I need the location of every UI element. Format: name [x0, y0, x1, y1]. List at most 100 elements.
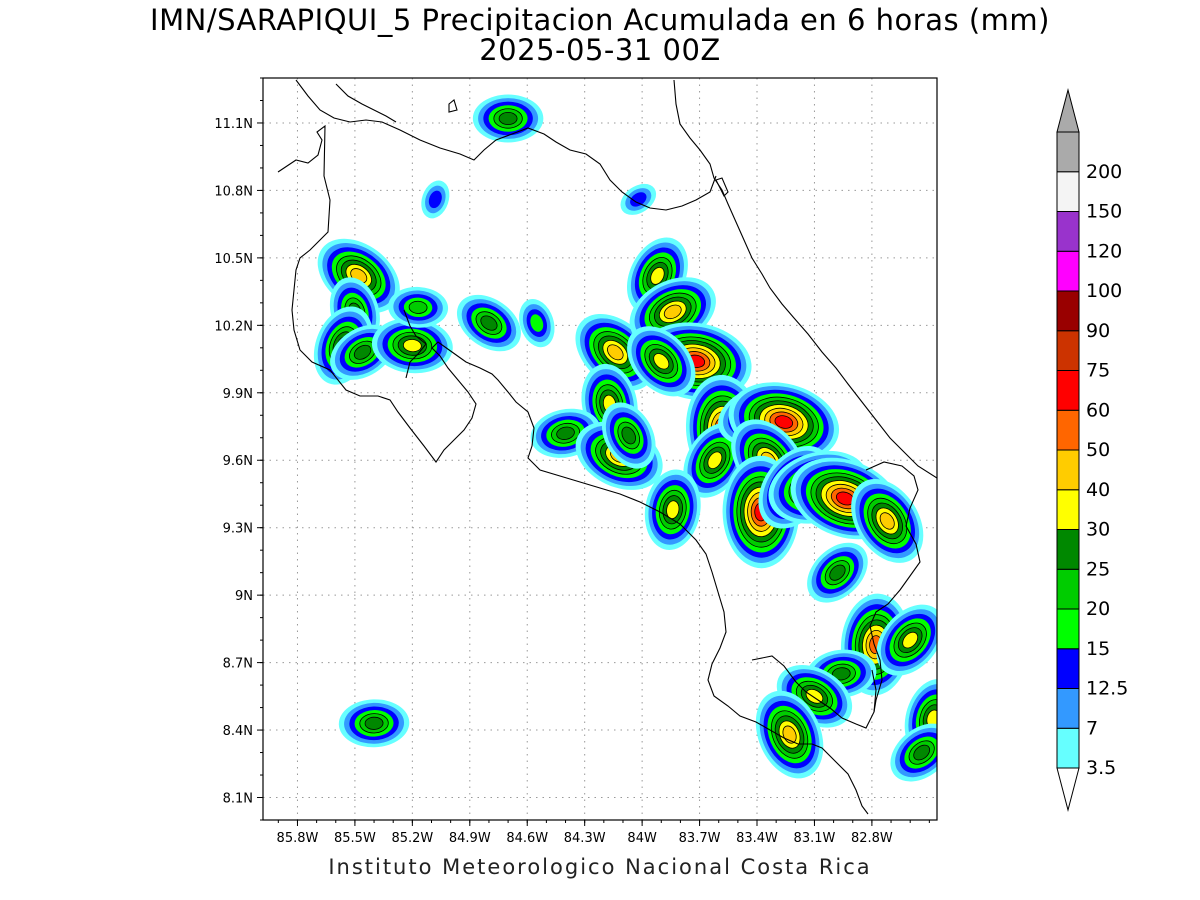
- colorbar-label: 150: [1086, 201, 1122, 223]
- y-tick-label: 9.6N: [223, 454, 253, 469]
- colorbar-swatch: [1056, 370, 1080, 411]
- caribbean-coastline: [673, 79, 937, 479]
- colorbar-swatch: [1056, 250, 1080, 292]
- colorbar-label: 7: [1086, 717, 1098, 739]
- precip-cell: [807, 542, 868, 603]
- colorbar-swatch: [1056, 449, 1080, 491]
- map-title: IMN/SARAPIQUI_5 Precipitacion Acumulada …: [150, 3, 1050, 37]
- colorbar-label: 30: [1086, 519, 1110, 541]
- panama-border: [865, 461, 921, 713]
- colorbar-swatch: [1056, 568, 1080, 610]
- colorbar-label: 120: [1086, 240, 1122, 262]
- precip-cell: [627, 326, 696, 397]
- coastline-borders: [277, 79, 937, 815]
- colorbar-label: 25: [1086, 558, 1110, 580]
- colorbar-label: 100: [1086, 280, 1122, 302]
- colorbar-label: 90: [1086, 320, 1110, 342]
- x-tick-label: 85.5W: [334, 831, 376, 846]
- precip-contour: [480, 315, 498, 331]
- map-frame: [262, 77, 938, 821]
- y-tick-label: 9.9N: [223, 387, 253, 402]
- colorbar-label: 3.5: [1086, 757, 1116, 779]
- colorbar-label: 50: [1086, 439, 1110, 461]
- colorbar-label: 75: [1086, 360, 1110, 382]
- colorbar-swatch: [1056, 608, 1080, 650]
- precip-cell: [601, 402, 656, 469]
- y-tick-label: 10.2N: [214, 319, 253, 334]
- precip-cell: [421, 180, 450, 219]
- precip-contour: [879, 512, 895, 530]
- precip-contour: [556, 426, 575, 440]
- precip-contour: [902, 631, 919, 649]
- x-tick-label: 84W: [627, 831, 657, 846]
- x-tick-label: 82.8W: [851, 831, 893, 846]
- precip-contour: [653, 353, 670, 370]
- precip-cell: [851, 479, 924, 563]
- precip-contour: [530, 314, 544, 332]
- precip-contour: [630, 192, 647, 207]
- x-tick-label: 83.7W: [679, 831, 721, 846]
- colorbar-bottom-arrow: [1056, 767, 1080, 812]
- precip-contour: [621, 426, 636, 445]
- precip-contour: [408, 300, 428, 314]
- colorbar-label: 12.5: [1086, 678, 1128, 700]
- island-outline: [448, 99, 458, 113]
- precip-contour: [607, 344, 624, 361]
- colorbar-swatch: [1056, 211, 1080, 252]
- y-tick-label: 8.1N: [223, 792, 253, 807]
- lake-nicaragua-shore: [335, 83, 397, 123]
- precip-cell: [890, 723, 937, 782]
- colorbar-swatch: [1056, 290, 1080, 332]
- colorbar-label: 20: [1086, 598, 1110, 620]
- precip-cell: [371, 317, 453, 374]
- y-tick-label: 10.5N: [214, 252, 253, 267]
- precip-cell: [472, 94, 544, 143]
- x-tick-label: 83.4W: [736, 831, 778, 846]
- y-tick-label: 10.8N: [214, 184, 253, 199]
- precip-contour: [831, 667, 851, 681]
- x-tick-label: 85.2W: [391, 831, 433, 846]
- precip-cell: [338, 699, 410, 748]
- colorbar-swatch: [1056, 409, 1080, 451]
- precip-contour: [650, 266, 665, 285]
- precip-cell: [755, 690, 824, 779]
- y-tick-label: 9N: [235, 589, 253, 604]
- x-tick-label: 84.3W: [564, 831, 606, 846]
- precip-contour: [428, 190, 442, 209]
- x-tick-label: 85.8W: [277, 831, 319, 846]
- x-tick-label: 84.6W: [506, 831, 548, 846]
- map-subtitle-date: 2025-05-31 00Z: [479, 33, 721, 67]
- colorbar-swatch: [1056, 688, 1080, 729]
- colorbar-swatch: [1056, 330, 1080, 371]
- precip-contour: [364, 716, 384, 730]
- colorbar-label: 60: [1086, 399, 1110, 421]
- colorbar-swatch: [1056, 131, 1080, 173]
- precip-cell: [519, 298, 555, 348]
- colorbar-swatch: [1056, 171, 1080, 212]
- precip-cell: [388, 286, 449, 328]
- precip-contour: [402, 339, 422, 353]
- precip-contour: [707, 451, 723, 469]
- precip-cell: [876, 604, 937, 676]
- nicaragua-border: [295, 79, 717, 211]
- gulf-of-nicoya: [403, 309, 427, 379]
- island-outline-2: [715, 177, 729, 197]
- colorbar-legend: 3.5 7 12.5 15 20 25 30 40 50 60 75 90 100 120 150 200: [1056, 88, 1128, 812]
- precip-cell: [644, 469, 701, 550]
- pacific-coastline: [277, 124, 869, 815]
- colorbar-swatch: [1056, 648, 1080, 689]
- y-tick-label: 11.1N: [214, 117, 253, 132]
- x-tick-label: 84.9W: [449, 831, 491, 846]
- colorbar-top-arrow: [1056, 88, 1080, 133]
- precip-contour: [829, 564, 846, 581]
- x-tick-label: 83.1W: [794, 831, 836, 846]
- y-tick-label: 8.4N: [223, 724, 253, 739]
- credit-line: Instituto Meteorologico Nacional Costa R…: [328, 855, 872, 879]
- colorbar-swatch: [1056, 727, 1080, 769]
- colorbar-label: 40: [1086, 479, 1110, 501]
- precip-contour: [663, 304, 682, 320]
- colorbar-swatch: [1056, 489, 1080, 530]
- y-tick-label: 9.3N: [223, 522, 253, 537]
- precip-cell: [456, 294, 521, 352]
